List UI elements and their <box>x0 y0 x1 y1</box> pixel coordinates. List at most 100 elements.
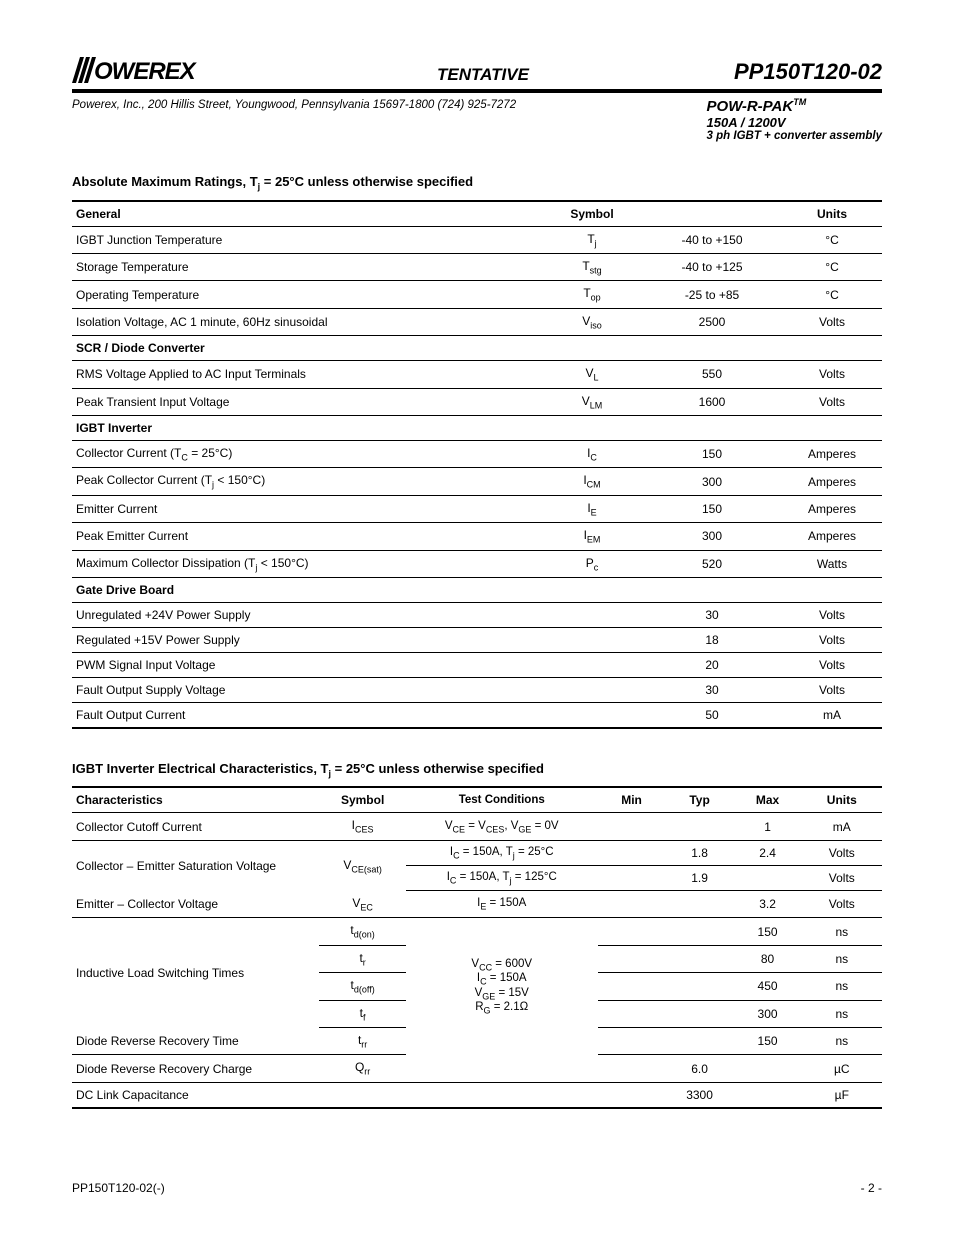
section1-title: Absolute Maximum Ratings, Tj = 25°C unle… <box>72 174 882 192</box>
table-cell: Watts <box>782 550 882 577</box>
t2-r7-typ: 3300 <box>666 1082 734 1108</box>
table-cell: Tstg <box>542 253 642 280</box>
svg-text:OWEREX: OWEREX <box>94 58 198 85</box>
table-cell: Collector Current (TC = 25°C) <box>72 440 542 467</box>
header-rule <box>72 89 882 93</box>
t2-r4-char: Inductive Load Switching Times <box>72 918 319 1028</box>
table-cell <box>542 652 642 677</box>
trademark: TM <box>793 97 806 107</box>
company-info: Powerex, Inc., 200 Hillis Street, Youngw… <box>72 99 516 111</box>
t2-r7-unit: µF <box>802 1082 882 1108</box>
t2-r1-min <box>598 813 666 840</box>
t2-r4-sym1: td(on) <box>319 918 406 945</box>
table-cell: VL <box>542 361 642 388</box>
table-cell: ICM <box>542 468 642 495</box>
table-cell: Peak Emitter Current <box>72 523 542 550</box>
t2-r4-u2: ns <box>802 945 882 972</box>
t2-r4-u1: ns <box>802 918 882 945</box>
t2-hdr-units: Units <box>802 787 882 813</box>
t2-r4-max2: 80 <box>734 945 802 972</box>
t2-r6-typ: 6.0 <box>666 1055 734 1082</box>
t2-r1-char: Collector Cutoff Current <box>72 813 319 840</box>
table-cell: Unregulated +24V Power Supply <box>72 602 542 627</box>
t2-hdr-char: Characteristics <box>72 787 319 813</box>
table-cell: Volts <box>782 652 882 677</box>
table-cell: 150 <box>642 495 782 522</box>
table-cell: 30 <box>642 677 782 702</box>
table-cell: Amperes <box>782 468 882 495</box>
tentative-label: TENTATIVE <box>232 65 734 85</box>
t2-r5-unit: ns <box>802 1027 882 1054</box>
table-cell: VLM <box>542 388 642 415</box>
table-cell: Amperes <box>782 523 882 550</box>
t2-r1-sym: ICES <box>319 813 406 840</box>
table-cell: 300 <box>642 523 782 550</box>
table-cell: Volts <box>782 627 882 652</box>
table-cell: Amperes <box>782 495 882 522</box>
footer-right: - 2 - <box>861 1181 882 1195</box>
t2-r2-unit2: Volts <box>802 866 882 891</box>
table-cell: 300 <box>642 468 782 495</box>
table-cell: 18 <box>642 627 782 652</box>
t2-hdr-typ: Typ <box>666 787 734 813</box>
table-cell: Volts <box>782 677 882 702</box>
table-cell: Isolation Voltage, AC 1 minute, 60Hz sin… <box>72 308 542 335</box>
table-cell <box>542 602 642 627</box>
product-name: POW-R-PAK <box>707 98 794 115</box>
table-cell: 30 <box>642 602 782 627</box>
t2-r2-cond1: IC = 150A, Tj = 25°C <box>406 840 598 865</box>
t2-r6-unit: µC <box>802 1055 882 1082</box>
table-cell: 520 <box>642 550 782 577</box>
t2-r5-sym: trr <box>319 1027 406 1054</box>
product-desc: 3 ph IGBT + converter assembly <box>707 130 882 142</box>
t2-r3-max: 3.2 <box>734 891 802 918</box>
t2-r7-char: DC Link Capacitance <box>72 1082 319 1108</box>
product-spec: 150A / 1200V <box>707 115 882 130</box>
t1-hdr-symbol: Symbol <box>542 201 642 227</box>
table-cell: -40 to +125 <box>642 253 782 280</box>
table-cell: Top <box>542 281 642 308</box>
table-cell: IC <box>542 440 642 467</box>
table-cell: 550 <box>642 361 782 388</box>
t2-r4-sym4: tf <box>319 1000 406 1027</box>
electrical-char-table: Characteristics Symbol Test Conditions M… <box>72 786 882 1108</box>
table-cell: IEM <box>542 523 642 550</box>
t2-r1-cond: VCE = VCES, VGE = 0V <box>406 813 598 840</box>
t1-hdr-general: General <box>72 201 542 227</box>
table-cell <box>542 677 642 702</box>
t2-hdr-cond: Test Conditions <box>406 787 598 813</box>
table-cell: Emitter Current <box>72 495 542 522</box>
table-cell <box>542 702 642 728</box>
t2-r4-max3: 450 <box>734 973 802 1000</box>
max-ratings-table: General Symbol Units IGBT Junction Tempe… <box>72 200 882 729</box>
table-cell: PWM Signal Input Voltage <box>72 652 542 677</box>
table-cell: °C <box>782 253 882 280</box>
table-cell: IGBT Junction Temperature <box>72 226 542 253</box>
t2-r4-cond: VCC = 600VIC = 150AVGE = 15VRG = 2.1Ω <box>406 918 598 1055</box>
table-cell: RMS Voltage Applied to AC Input Terminal… <box>72 361 542 388</box>
t2-r2-max1: 2.4 <box>734 840 802 865</box>
t2-r2-typ2: 1.9 <box>666 866 734 891</box>
t2-r1-max: 1 <box>734 813 802 840</box>
t2-r4-u4: ns <box>802 1000 882 1027</box>
t1-hdr-units: Units <box>782 201 882 227</box>
table-cell: Maximum Collector Dissipation (Tj < 150°… <box>72 550 542 577</box>
t2-r4-max1: 150 <box>734 918 802 945</box>
table-cell: Fault Output Current <box>72 702 542 728</box>
t2-hdr-symbol: Symbol <box>319 787 406 813</box>
table-cell: Volts <box>782 308 882 335</box>
table-cell: Volts <box>782 602 882 627</box>
t2-r2-max2 <box>734 866 802 891</box>
t1-igbt-header: IGBT Inverter <box>72 415 882 440</box>
table-cell: 50 <box>642 702 782 728</box>
table-cell: Regulated +15V Power Supply <box>72 627 542 652</box>
t2-r2-char: Collector – Emitter Saturation Voltage <box>72 840 319 891</box>
table-cell: °C <box>782 226 882 253</box>
t2-r6-char: Diode Reverse Recovery Charge <box>72 1055 319 1082</box>
table-cell: Amperes <box>782 440 882 467</box>
company-logo: OWEREX <box>72 55 232 85</box>
table-cell <box>542 627 642 652</box>
table-cell: °C <box>782 281 882 308</box>
table-cell: Fault Output Supply Voltage <box>72 677 542 702</box>
t2-r4-max4: 300 <box>734 1000 802 1027</box>
